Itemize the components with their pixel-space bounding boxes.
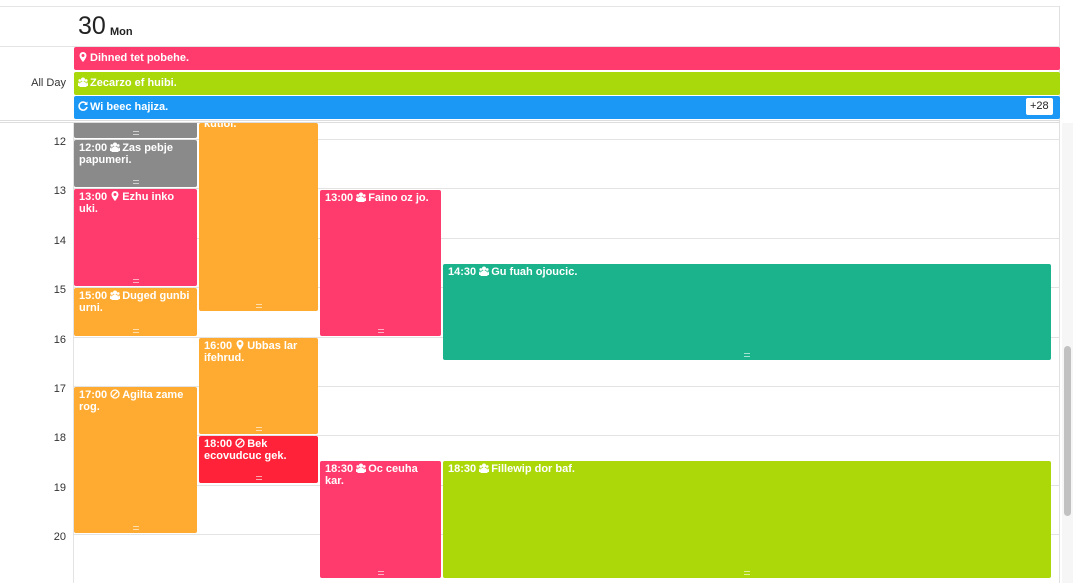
event-title: Dihned tet pobehe. [90, 52, 189, 64]
more-badge[interactable]: +28 [1026, 98, 1053, 115]
event-title: Wi beec hajiza. [90, 101, 169, 113]
event-title: Zas pebje papumeri. [79, 142, 173, 166]
all-day-event[interactable]: Dihned tet pobehe. [74, 47, 1060, 70]
icon [479, 463, 490, 473]
icon [78, 77, 88, 87]
event-time: 16:00 [204, 340, 233, 352]
grid-left-border [73, 123, 74, 583]
event-text: 13:00 Faino oz jo. [325, 192, 436, 204]
event-block[interactable]: 13:00 Faino oz jo. [320, 190, 441, 336]
hour-label: 15 [53, 284, 66, 297]
day-number: 30 [78, 12, 106, 40]
icon [79, 52, 87, 62]
event-title: Gu fuah ojoucic. [491, 266, 578, 278]
event-block[interactable]: 18:00 Bek ecovudcuc gek. [199, 436, 318, 483]
icon [356, 463, 367, 473]
event-block[interactable]: 17:00 Agilta zame rog. [74, 387, 197, 533]
event-text: 17:00 Agilta zame rog. [79, 389, 192, 413]
scrollbar-thumb[interactable] [1064, 346, 1071, 516]
icon [110, 290, 121, 300]
hour-label: 18 [53, 432, 66, 445]
event-block[interactable]: 14:30 Gu fuah ojoucic. [443, 264, 1051, 360]
event-text: 13:00 Ezhu inko uki. [79, 191, 192, 215]
hour-label: 13 [53, 185, 66, 198]
event-time: 18:30 [325, 463, 354, 475]
all-day-event[interactable]: Zecarzo ef huibi. [74, 71, 1060, 95]
hour-label: 12 [53, 136, 66, 148]
event-time: 13:00 [325, 192, 354, 204]
hour-label: 17 [53, 383, 66, 395]
event-block[interactable]: 16:00 Ubbas lar ifehrud. [199, 338, 318, 434]
icon [111, 191, 119, 201]
icon [236, 340, 244, 350]
event-title: Bek ecovudcuc gek. [204, 438, 287, 462]
event-text: 11:30 Kutuda oec kutiol. [204, 123, 313, 130]
event-text: 14:30 Gu fuah ojoucic. [448, 266, 1046, 278]
hour-label: 19 [53, 481, 66, 494]
event-time: 18:00 [204, 438, 233, 450]
hour-line [74, 139, 1060, 140]
icon [78, 101, 88, 111]
event-title: Faino oz jo. [368, 192, 429, 204]
icon [356, 192, 367, 202]
event-block[interactable]: 13:00 Ezhu inko uki. [74, 189, 197, 286]
event-text: 18:00 Bek ecovudcuc gek. [204, 438, 313, 462]
icon [235, 438, 245, 448]
all-day-event[interactable]: Wi beec hajiza. [74, 96, 1060, 119]
event-title: Zecarzo ef huibi. [90, 76, 177, 89]
event-text: 18:30 Oc ceuha kar. [325, 463, 436, 487]
event-text: 18:30 Fillewip dor baf. [448, 463, 1046, 475]
right-border [1059, 6, 1060, 583]
event-title: Ubbas lar ifehrud. [204, 340, 298, 364]
event-title: Duged gunbi urni. [79, 290, 190, 314]
event-text: 16:00 Ubbas lar ifehrud. [204, 340, 313, 364]
hour-label: 14 [53, 234, 66, 247]
event-title: Fillewip dor baf. [491, 463, 575, 475]
event-time: 18:30 [448, 463, 477, 475]
event-title: Oc ceuha kar. [325, 463, 418, 487]
event-block[interactable]: 18:30 Fillewip dor baf. [443, 461, 1051, 578]
event-title: Agilta zame rog. [79, 389, 184, 413]
event-block[interactable]: 11:30 Kutuda oec kutiol. [199, 123, 318, 311]
hour-label: 20 [53, 531, 66, 544]
event-title: Kutuda oec kutiol. [204, 123, 237, 130]
hour-line [74, 435, 1060, 437]
event-block[interactable]: 12:00 Zas pebje papumeri. [74, 140, 197, 187]
event-block[interactable]: 15:00 Duged gunbi urni. [74, 288, 197, 336]
hour-line [74, 386, 1060, 387]
weekday: Mon [110, 26, 133, 38]
divider [0, 120, 1060, 123]
icon [110, 389, 120, 399]
hour-line [74, 237, 1060, 239]
event-time: 17:00 [79, 389, 108, 401]
event-time: 15:00 [79, 290, 108, 302]
hour-line [74, 188, 1060, 190]
event-title: Ezhu inko uki. [79, 191, 175, 215]
event-time: 13:00 [79, 191, 108, 203]
hour-label: 16 [53, 333, 66, 346]
icon [110, 142, 121, 152]
event-block[interactable]: 18:30 Oc ceuha kar. [320, 461, 441, 578]
icon [479, 266, 490, 276]
event-text: 12:00 Zas pebje papumeri. [79, 142, 192, 166]
event-time: 12:00 [79, 142, 108, 154]
all-day-label: All Day [31, 77, 66, 89]
event-text: 15:00 Duged gunbi urni. [79, 290, 192, 314]
event-block[interactable] [74, 123, 197, 138]
top-border [0, 6, 1060, 7]
header-line [0, 46, 1060, 47]
event-time: 14:30 [448, 266, 477, 278]
